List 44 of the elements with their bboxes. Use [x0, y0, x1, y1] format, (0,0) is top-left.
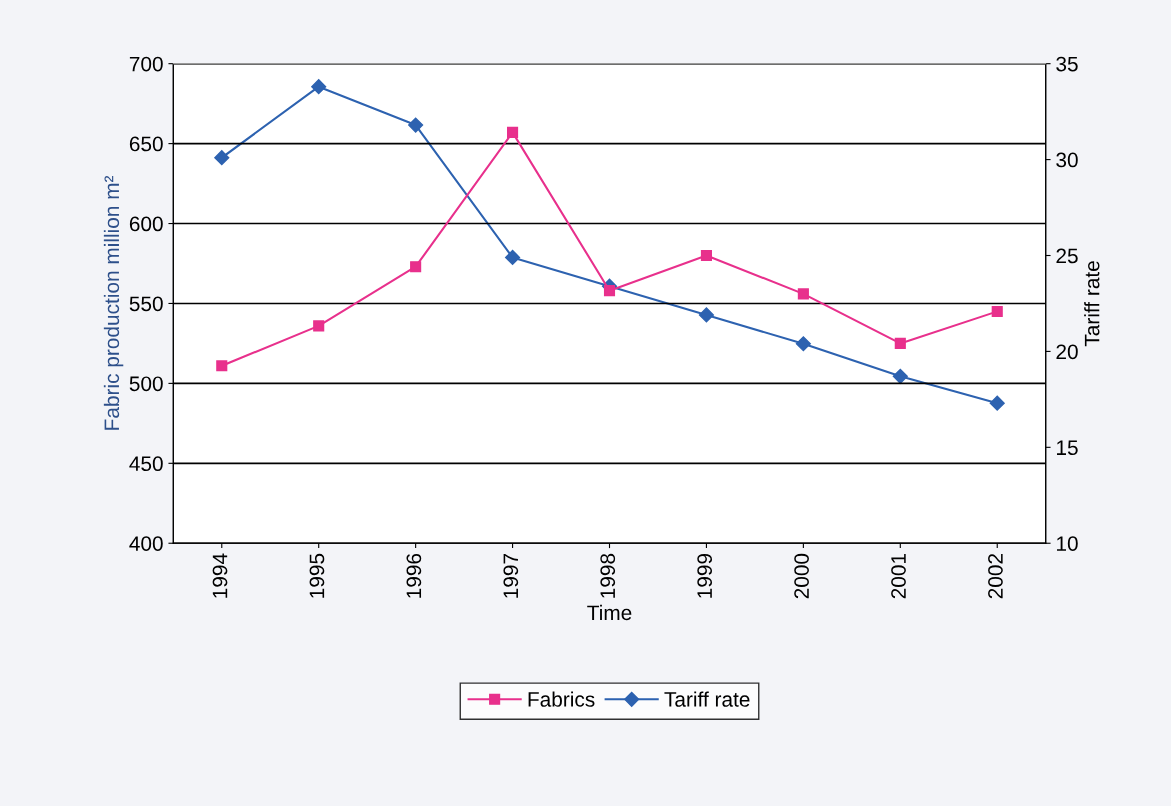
y-tick-label: 600 — [129, 216, 163, 232]
y-axis-title: Fabric production million m² — [103, 175, 124, 430]
point — [216, 360, 228, 372]
point — [214, 150, 230, 166]
x-tick-label: 1997 — [503, 554, 519, 598]
legend-label: Fabrics — [528, 691, 595, 707]
y2-tick-label: 30 — [1056, 152, 1078, 168]
y-tick-label: 450 — [129, 456, 163, 472]
y-tick-label: 650 — [129, 136, 163, 152]
y-tick-label: 700 — [129, 56, 163, 72]
x-tick-label: 1998 — [600, 553, 616, 598]
point — [313, 320, 325, 332]
y2-tick-label: 35 — [1056, 56, 1078, 72]
point — [698, 307, 715, 323]
x-tick-label: 2001 — [891, 553, 906, 599]
point — [797, 288, 809, 300]
x-tick-label: 2000 — [794, 553, 809, 599]
point — [410, 261, 422, 273]
point — [991, 305, 1003, 318]
x-tick-label: 1995 — [309, 553, 325, 598]
y-tick-label: 500 — [129, 376, 163, 392]
point — [795, 336, 811, 352]
point — [505, 249, 521, 265]
y-tick-label: 400 — [129, 536, 163, 551]
y2-tick-label: 15 — [1057, 440, 1078, 456]
y-tick-label: 550 — [129, 296, 163, 312]
x-axis-title: Time — [587, 604, 632, 621]
y2-tick-label: 25 — [1056, 248, 1078, 264]
x-tick-label: 1994 — [212, 553, 228, 598]
y2-axis-title: Tariff rate — [1084, 261, 1100, 347]
x-tick-label: 1999 — [697, 553, 713, 598]
y2-tick-label: 10 — [1057, 536, 1078, 551]
x-tick-label: 2002 — [988, 554, 1003, 599]
point — [892, 368, 908, 384]
point — [989, 395, 1005, 411]
x-tick-label: 1996 — [406, 553, 422, 598]
point — [603, 285, 616, 297]
point — [311, 79, 327, 95]
legend-label: Tariff rate — [664, 691, 750, 707]
point — [507, 126, 519, 138]
point — [408, 117, 424, 133]
point — [700, 249, 712, 262]
y2-tick-label: 20 — [1056, 344, 1078, 360]
point — [894, 337, 906, 349]
